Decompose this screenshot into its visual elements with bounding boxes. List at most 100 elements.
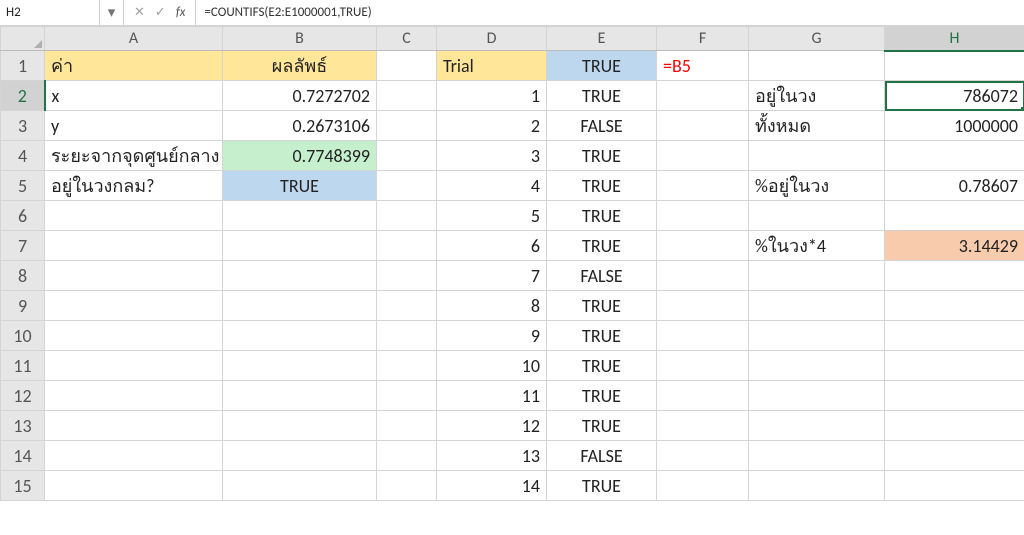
cell-A4[interactable]: ระยะจากจุดศูนย์กลาง <box>45 141 223 171</box>
row-header-2[interactable]: 2 <box>1 81 45 111</box>
cell-B15[interactable] <box>223 471 377 501</box>
cell-E3[interactable]: FALSE <box>547 111 657 141</box>
cell-B4[interactable]: 0.7748399 <box>223 141 377 171</box>
row-header-9[interactable]: 9 <box>1 291 45 321</box>
row-header-13[interactable]: 13 <box>1 411 45 441</box>
cell-D5[interactable]: 4 <box>437 171 547 201</box>
cell-F10[interactable] <box>657 321 749 351</box>
row-header-4[interactable]: 4 <box>1 141 45 171</box>
cell-F12[interactable] <box>657 381 749 411</box>
cell-D3[interactable]: 2 <box>437 111 547 141</box>
cell-C6[interactable] <box>377 201 437 231</box>
cell-G12[interactable] <box>749 381 885 411</box>
cell-A1[interactable]: ค่า <box>45 51 223 81</box>
cell-C11[interactable] <box>377 351 437 381</box>
cell-B12[interactable] <box>223 381 377 411</box>
cell-B1[interactable]: ผลลัพธ์ <box>223 51 377 81</box>
cell-F9[interactable] <box>657 291 749 321</box>
cell-B5[interactable]: TRUE <box>223 171 377 201</box>
cell-A3[interactable]: y <box>45 111 223 141</box>
cell-H9[interactable] <box>885 291 1024 321</box>
cell-A2[interactable]: x <box>45 81 223 111</box>
cell-H11[interactable] <box>885 351 1024 381</box>
cell-D4[interactable]: 3 <box>437 141 547 171</box>
cell-D8[interactable]: 7 <box>437 261 547 291</box>
cell-D7[interactable]: 6 <box>437 231 547 261</box>
cell-H15[interactable] <box>885 471 1024 501</box>
cell-H13[interactable] <box>885 411 1024 441</box>
fx-icon[interactable]: fx <box>176 5 186 20</box>
cell-D14[interactable]: 13 <box>437 441 547 471</box>
cell-H7[interactable]: 3.14429 <box>885 231 1024 261</box>
cell-G7[interactable]: %ในวง*4 <box>749 231 885 261</box>
cell-C10[interactable] <box>377 321 437 351</box>
cell-B8[interactable] <box>223 261 377 291</box>
cell-E12[interactable]: TRUE <box>547 381 657 411</box>
cell-B6[interactable] <box>223 201 377 231</box>
cell-C3[interactable] <box>377 111 437 141</box>
cell-C4[interactable] <box>377 141 437 171</box>
cell-A13[interactable] <box>45 411 223 441</box>
row-header-3[interactable]: 3 <box>1 111 45 141</box>
cell-F2[interactable] <box>657 81 749 111</box>
cell-D1[interactable]: Trial <box>437 51 547 81</box>
cell-E4[interactable]: TRUE <box>547 141 657 171</box>
cell-A5[interactable]: อยู่ในวงกลม? <box>45 171 223 201</box>
column-header-D[interactable]: D <box>437 27 547 51</box>
cell-D2[interactable]: 1 <box>437 81 547 111</box>
cell-F4[interactable] <box>657 141 749 171</box>
cell-G4[interactable] <box>749 141 885 171</box>
cell-B9[interactable] <box>223 291 377 321</box>
cell-G1[interactable] <box>749 51 885 81</box>
cell-G8[interactable] <box>749 261 885 291</box>
row-header-12[interactable]: 12 <box>1 381 45 411</box>
cancel-icon[interactable]: ✕ <box>134 5 145 20</box>
row-header-7[interactable]: 7 <box>1 231 45 261</box>
cell-E11[interactable]: TRUE <box>547 351 657 381</box>
column-header-A[interactable]: A <box>45 27 223 51</box>
cell-B13[interactable] <box>223 411 377 441</box>
cell-G6[interactable] <box>749 201 885 231</box>
row-header-6[interactable]: 6 <box>1 201 45 231</box>
cell-H10[interactable] <box>885 321 1024 351</box>
cell-E5[interactable]: TRUE <box>547 171 657 201</box>
cell-G2[interactable]: อยู่ในวง <box>749 81 885 111</box>
cell-C15[interactable] <box>377 471 437 501</box>
cell-G14[interactable] <box>749 441 885 471</box>
row-header-10[interactable]: 10 <box>1 321 45 351</box>
cell-A15[interactable] <box>45 471 223 501</box>
cell-A14[interactable] <box>45 441 223 471</box>
cell-D11[interactable]: 10 <box>437 351 547 381</box>
cell-B3[interactable]: 0.2673106 <box>223 111 377 141</box>
cell-G13[interactable] <box>749 411 885 441</box>
cell-H14[interactable] <box>885 441 1024 471</box>
cell-C13[interactable] <box>377 411 437 441</box>
cell-D13[interactable]: 12 <box>437 411 547 441</box>
cell-A12[interactable] <box>45 381 223 411</box>
cell-A10[interactable] <box>45 321 223 351</box>
cell-C2[interactable] <box>377 81 437 111</box>
cell-E15[interactable]: TRUE <box>547 471 657 501</box>
row-header-11[interactable]: 11 <box>1 351 45 381</box>
cell-H5[interactable]: 0.78607 <box>885 171 1024 201</box>
cell-F6[interactable] <box>657 201 749 231</box>
cell-A6[interactable] <box>45 201 223 231</box>
cell-F1[interactable]: =B5 <box>657 51 749 81</box>
column-header-B[interactable]: B <box>223 27 377 51</box>
column-header-E[interactable]: E <box>547 27 657 51</box>
cell-H12[interactable] <box>885 381 1024 411</box>
cell-B14[interactable] <box>223 441 377 471</box>
cell-A8[interactable] <box>45 261 223 291</box>
cell-B7[interactable] <box>223 231 377 261</box>
row-header-8[interactable]: 8 <box>1 261 45 291</box>
cell-E2[interactable]: TRUE <box>547 81 657 111</box>
cell-F14[interactable] <box>657 441 749 471</box>
cell-C5[interactable] <box>377 171 437 201</box>
cell-G5[interactable]: %อยู่ในวง <box>749 171 885 201</box>
cell-A11[interactable] <box>45 351 223 381</box>
cell-D15[interactable]: 14 <box>437 471 547 501</box>
cell-C8[interactable] <box>377 261 437 291</box>
cell-F15[interactable] <box>657 471 749 501</box>
cell-H6[interactable] <box>885 201 1024 231</box>
name-box[interactable]: H2 <box>0 0 100 25</box>
